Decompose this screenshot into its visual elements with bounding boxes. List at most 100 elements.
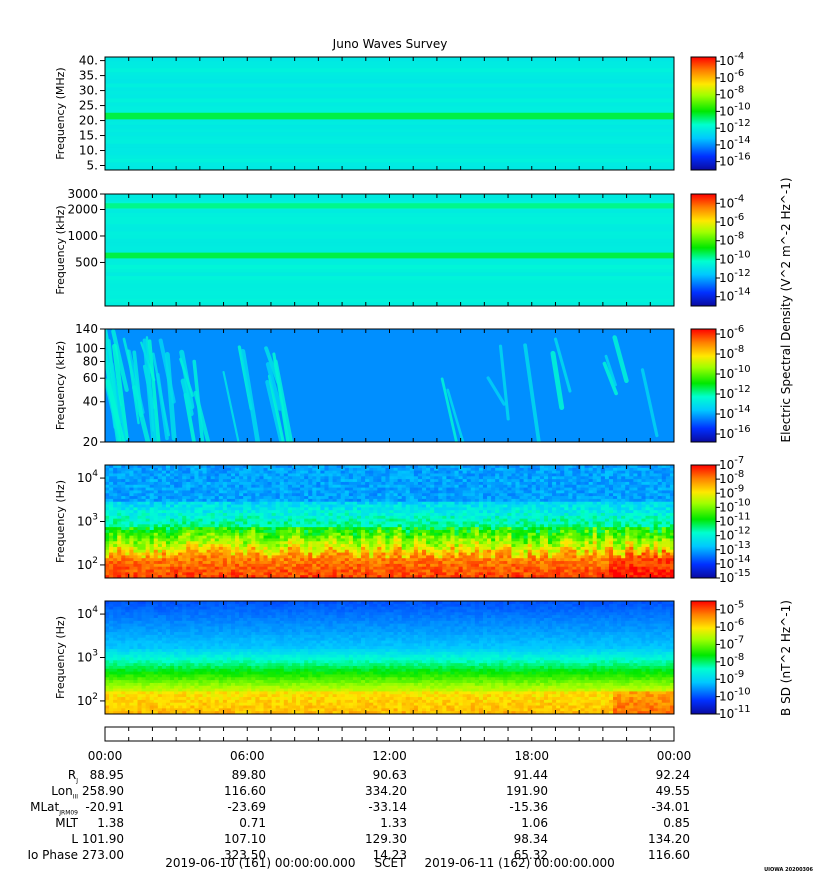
spectrogram-cell xyxy=(206,529,212,534)
spectrogram-cell xyxy=(117,532,122,537)
spectrogram-cell xyxy=(369,487,374,492)
spectrogram-cell xyxy=(125,541,130,545)
spectrogram-cell xyxy=(482,558,488,562)
spectrogram-cell xyxy=(348,507,354,511)
spectrogram-cell xyxy=(121,515,126,520)
spectrogram-cell xyxy=(243,470,248,475)
spectrogram-cell xyxy=(121,479,126,483)
spectrogram-cell xyxy=(218,515,224,520)
spectrogram-cell xyxy=(491,476,496,480)
spectrogram-cell xyxy=(507,501,513,506)
spectrogram-cell xyxy=(271,515,277,520)
spectrogram-cell xyxy=(170,563,175,568)
spectrogram-cell xyxy=(377,465,382,469)
spectrogram-cell xyxy=(401,541,407,545)
spectrogram-cell xyxy=(133,561,139,565)
spectrogram-cell xyxy=(186,529,191,534)
spectrogram-cell xyxy=(352,566,358,571)
spectrogram-cell xyxy=(267,558,273,562)
spectrogram-cell xyxy=(121,546,126,551)
spectrogram-cell xyxy=(202,490,208,494)
spectrogram-cell xyxy=(381,529,387,534)
spectrogram-cell xyxy=(381,572,387,576)
spectrogram-cell xyxy=(129,507,135,511)
spectrogram-cell xyxy=(328,507,334,511)
spectrogram-cell xyxy=(470,563,476,568)
spectrogram-cell xyxy=(129,541,135,545)
spectrogram-cell xyxy=(462,575,468,578)
spectrogram-cell xyxy=(385,544,391,548)
spectrogram-cell xyxy=(113,487,118,492)
spectrogram-cell xyxy=(470,479,476,483)
spectrogram-cell xyxy=(344,515,350,520)
spectrogram-cell xyxy=(129,563,135,568)
spectrogram-cell xyxy=(332,518,338,523)
spectrogram-cell xyxy=(125,561,130,565)
spectrogram-cell xyxy=(535,569,541,573)
spectrogram-cell xyxy=(430,467,435,472)
spectrogram-cell xyxy=(446,473,452,477)
spectrogram-cell xyxy=(543,490,549,494)
spectrogram-cell xyxy=(422,501,427,506)
spectrogram-cell xyxy=(239,473,244,477)
spectrogram-cell xyxy=(109,490,114,494)
spectrogram-cell xyxy=(422,569,427,573)
spectrogram-cell xyxy=(409,527,415,531)
spectrogram-cell xyxy=(230,544,236,548)
spectrogram-cell xyxy=(170,490,175,494)
spectrogram-cell xyxy=(153,504,159,508)
spectrogram-cell xyxy=(507,484,513,489)
spectrogram-cell xyxy=(125,470,130,475)
spectrogram-cell xyxy=(369,555,374,559)
spectrogram-cell xyxy=(210,527,216,531)
spectrogram-cell xyxy=(548,561,553,565)
spectrogram-cell xyxy=(523,510,529,514)
spectrogram-cell xyxy=(507,496,513,500)
spectrogram-cell xyxy=(243,481,248,486)
spectrogram-cell xyxy=(422,470,427,475)
spectrogram-cell xyxy=(495,561,500,565)
spectrogram-cell xyxy=(125,529,130,534)
spectrogram-cell xyxy=(271,561,277,565)
spectrogram-cell xyxy=(515,470,521,475)
emission-streak xyxy=(240,348,261,442)
spectrogram-cell xyxy=(300,496,305,500)
spectrogram-cell xyxy=(105,549,110,554)
spectrogram-cell xyxy=(426,487,431,492)
spectrogram-cell xyxy=(218,498,224,503)
spectrogram-cell xyxy=(316,476,322,480)
spectrogram-cell xyxy=(552,541,557,545)
spectrogram-cell xyxy=(202,479,208,483)
spectrogram-cell xyxy=(109,493,114,497)
spectrogram-cell xyxy=(283,561,289,565)
spectrogram-cell xyxy=(291,518,297,523)
spectrogram-cell xyxy=(316,544,322,548)
spectrogram-cell xyxy=(454,549,460,554)
spectrogram-cell xyxy=(336,549,342,554)
spectrogram-cell xyxy=(312,538,317,542)
spectrogram-cell xyxy=(495,493,500,497)
spectrogram-cell xyxy=(304,490,309,494)
spectrogram-cell xyxy=(564,465,569,469)
spectrogram-cell xyxy=(328,535,334,540)
spectrogram-cell xyxy=(153,549,159,554)
spectrogram-cell xyxy=(235,467,240,472)
spectrogram-cell xyxy=(271,569,277,573)
spectrogram-cell xyxy=(474,470,480,475)
spectrogram-cell xyxy=(482,541,488,545)
spectrogram-cell xyxy=(113,524,118,528)
spectrogram-cell xyxy=(462,566,468,571)
spectrogram-cell xyxy=(446,487,452,492)
spectrogram-cell xyxy=(519,513,525,517)
spectrogram-cell xyxy=(304,510,309,514)
spectrogram-cell xyxy=(462,518,468,523)
spectrogram-cell xyxy=(275,541,281,545)
spectrogram-cell xyxy=(409,552,415,556)
spectrogram-cell xyxy=(275,490,281,494)
spectrogram-cell xyxy=(153,496,159,500)
spectrogram-cell xyxy=(170,524,175,528)
spectrogram-cell xyxy=(324,538,330,542)
spectrogram-cell xyxy=(474,561,480,565)
spectrogram-cell xyxy=(373,549,378,554)
spectrogram-cell xyxy=(105,563,110,568)
